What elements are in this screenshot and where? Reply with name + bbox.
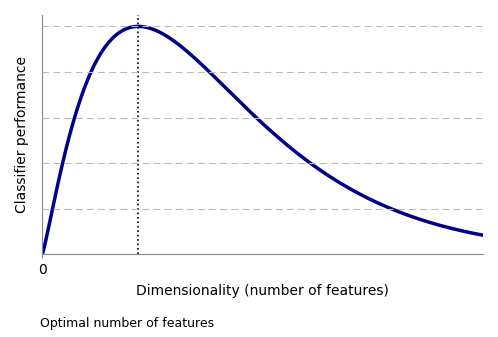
X-axis label: Dimensionality (number of features): Dimensionality (number of features) [136, 284, 389, 298]
Y-axis label: Classifier performance: Classifier performance [15, 56, 29, 213]
Text: Optimal number of features: Optimal number of features [40, 317, 214, 330]
